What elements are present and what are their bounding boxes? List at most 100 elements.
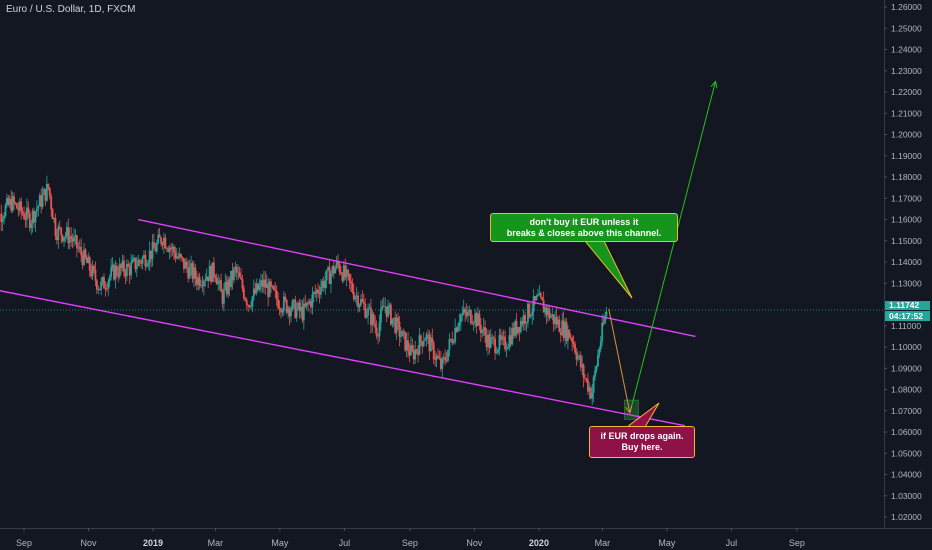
candle-body xyxy=(140,261,143,264)
candle-body xyxy=(221,292,224,304)
candle-body xyxy=(258,285,261,290)
candle-body xyxy=(434,359,437,360)
candle-body xyxy=(455,328,458,332)
candle-body xyxy=(518,327,521,332)
candle-body xyxy=(442,357,445,359)
candle-body xyxy=(484,327,487,336)
candle-body xyxy=(548,308,551,318)
candle-body xyxy=(404,331,407,351)
candle-body xyxy=(355,295,358,297)
annotation-buy-here[interactable]: if EUR drops again. Buy here. xyxy=(589,426,695,458)
candle-body xyxy=(427,334,429,336)
candle-body xyxy=(91,265,94,277)
candle-body xyxy=(121,260,124,269)
candle-body xyxy=(270,281,272,287)
candle-body xyxy=(524,315,526,324)
channel-upper-line[interactable] xyxy=(138,218,696,338)
candle-body xyxy=(477,313,479,327)
candle-body xyxy=(382,306,385,308)
candle-body xyxy=(532,296,535,312)
candle-body xyxy=(508,335,511,347)
candle-body xyxy=(23,213,25,219)
candle-body xyxy=(509,335,512,345)
candle-body xyxy=(194,267,197,279)
candle-body xyxy=(131,259,134,263)
candle-body xyxy=(78,246,81,249)
candle-body xyxy=(225,281,228,295)
candle-body xyxy=(187,267,190,279)
candle-body xyxy=(362,301,365,304)
candle-body xyxy=(294,299,297,318)
candle-body xyxy=(364,303,367,318)
candle-body xyxy=(380,308,382,323)
y-tick-label: 1.13000 xyxy=(891,278,922,288)
symbol-title[interactable]: Euro / U.S. Dollar, 1D, FXCM xyxy=(6,4,136,15)
countdown-badge[interactable] xyxy=(885,311,930,322)
projection-up-line[interactable] xyxy=(629,81,717,414)
candle-body xyxy=(574,344,576,353)
candle-body xyxy=(77,248,80,249)
candle-body xyxy=(451,339,454,344)
candle-body xyxy=(33,210,35,223)
candle-body xyxy=(16,203,18,209)
y-tick-label: 1.08000 xyxy=(891,385,922,395)
candle-body xyxy=(80,246,83,256)
candle-body xyxy=(468,310,471,312)
candle-body xyxy=(472,322,475,324)
candle-body xyxy=(252,288,255,297)
candle-body xyxy=(452,341,455,344)
x-tick-label: May xyxy=(271,538,289,548)
candle-body xyxy=(358,304,361,308)
candle-body xyxy=(34,211,37,223)
candle-body xyxy=(165,248,168,250)
candle-body xyxy=(367,308,369,316)
candle-body xyxy=(204,280,207,282)
current-price-badge[interactable] xyxy=(885,301,930,311)
candle-body xyxy=(291,300,294,311)
candle-body xyxy=(11,196,14,211)
candle-body xyxy=(588,387,591,392)
candle-body xyxy=(181,257,184,259)
annotation-buy-condition[interactable]: don't buy it EUR unless it breaks & clos… xyxy=(490,213,678,242)
candle-body xyxy=(70,236,73,239)
candle-body xyxy=(598,348,601,355)
candle-body xyxy=(222,288,225,304)
candle-body xyxy=(185,261,188,268)
y-tick-label: 1.23000 xyxy=(891,66,922,76)
candle-body xyxy=(602,322,605,324)
candle-body xyxy=(431,337,434,343)
candle-body xyxy=(365,315,368,318)
x-tick-label: May xyxy=(658,538,676,548)
candle-body xyxy=(94,270,97,281)
candle-body xyxy=(562,320,565,338)
candle-body xyxy=(567,329,569,341)
candle-body xyxy=(441,358,444,369)
projection-down-line[interactable] xyxy=(608,308,631,414)
candle-body xyxy=(521,320,524,325)
candle-body xyxy=(148,250,151,263)
y-tick-label: 1.07000 xyxy=(891,406,922,416)
candle-body xyxy=(184,261,187,269)
candle-body xyxy=(104,288,107,290)
candle-body xyxy=(40,195,43,207)
candle-body xyxy=(168,247,171,252)
candle-body xyxy=(304,303,307,307)
candle-body xyxy=(268,281,271,297)
candle-body xyxy=(167,249,170,252)
candle-body xyxy=(193,267,195,279)
candle-body xyxy=(345,269,348,278)
candle-body xyxy=(143,254,145,258)
candle-body xyxy=(43,188,45,195)
x-tick-label: 2020 xyxy=(529,538,549,548)
candle-body xyxy=(519,320,522,332)
candle-body xyxy=(74,235,77,237)
candle-body xyxy=(191,263,194,279)
candle-body xyxy=(592,377,595,393)
candle-body xyxy=(145,265,148,267)
candle-body xyxy=(61,235,64,242)
candle-body xyxy=(282,296,285,311)
channel-lower-line[interactable] xyxy=(0,288,685,427)
candle-body xyxy=(324,280,327,288)
